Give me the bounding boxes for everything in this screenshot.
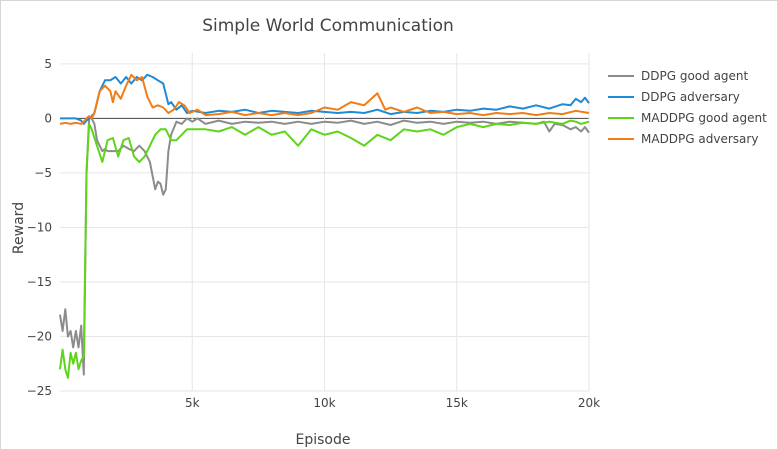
axis-ticks: 5 0 −5 −10 −15 −20 −25 5k 10k 15k 20k — [27, 57, 600, 410]
series-line-3 — [59, 119, 590, 379]
legend-item[interactable]: MADDPG good agent — [608, 111, 767, 125]
y-axis-title: Reward — [11, 202, 27, 254]
y-tick-label: 5 — [44, 57, 52, 71]
y-tick-label: −5 — [34, 166, 52, 180]
y-tick-label: −15 — [27, 275, 52, 289]
legend-item[interactable]: DDPG good agent — [608, 69, 749, 83]
legend-label: MADDPG adversary — [641, 132, 758, 146]
x-tick-label: 20k — [578, 396, 600, 410]
grid-lines — [60, 53, 590, 392]
y-tick-label: −10 — [27, 220, 52, 234]
y-tick-label: −20 — [27, 329, 52, 343]
y-tick-label: −25 — [27, 384, 52, 398]
series-lines — [59, 73, 590, 379]
x-tick-label: 10k — [313, 396, 335, 410]
legend[interactable]: DDPG good agent DDPG adversary MADDPG good… — [608, 69, 767, 146]
legend-item[interactable]: DDPG adversary — [608, 90, 740, 104]
x-tick-label: 5k — [185, 396, 200, 410]
legend-item[interactable]: MADDPG adversary — [608, 132, 758, 146]
legend-label: DDPG adversary — [641, 90, 740, 104]
x-tick-label: 15k — [446, 396, 468, 410]
x-axis-title: Episode — [296, 432, 351, 448]
series-line-4 — [59, 73, 590, 125]
chart-title: Simple World Communication — [202, 16, 454, 36]
y-tick-label: 0 — [44, 111, 52, 125]
series-line-1 — [59, 117, 590, 376]
legend-label: DDPG good agent — [641, 69, 749, 83]
legend-label: MADDPG good agent — [641, 111, 767, 125]
